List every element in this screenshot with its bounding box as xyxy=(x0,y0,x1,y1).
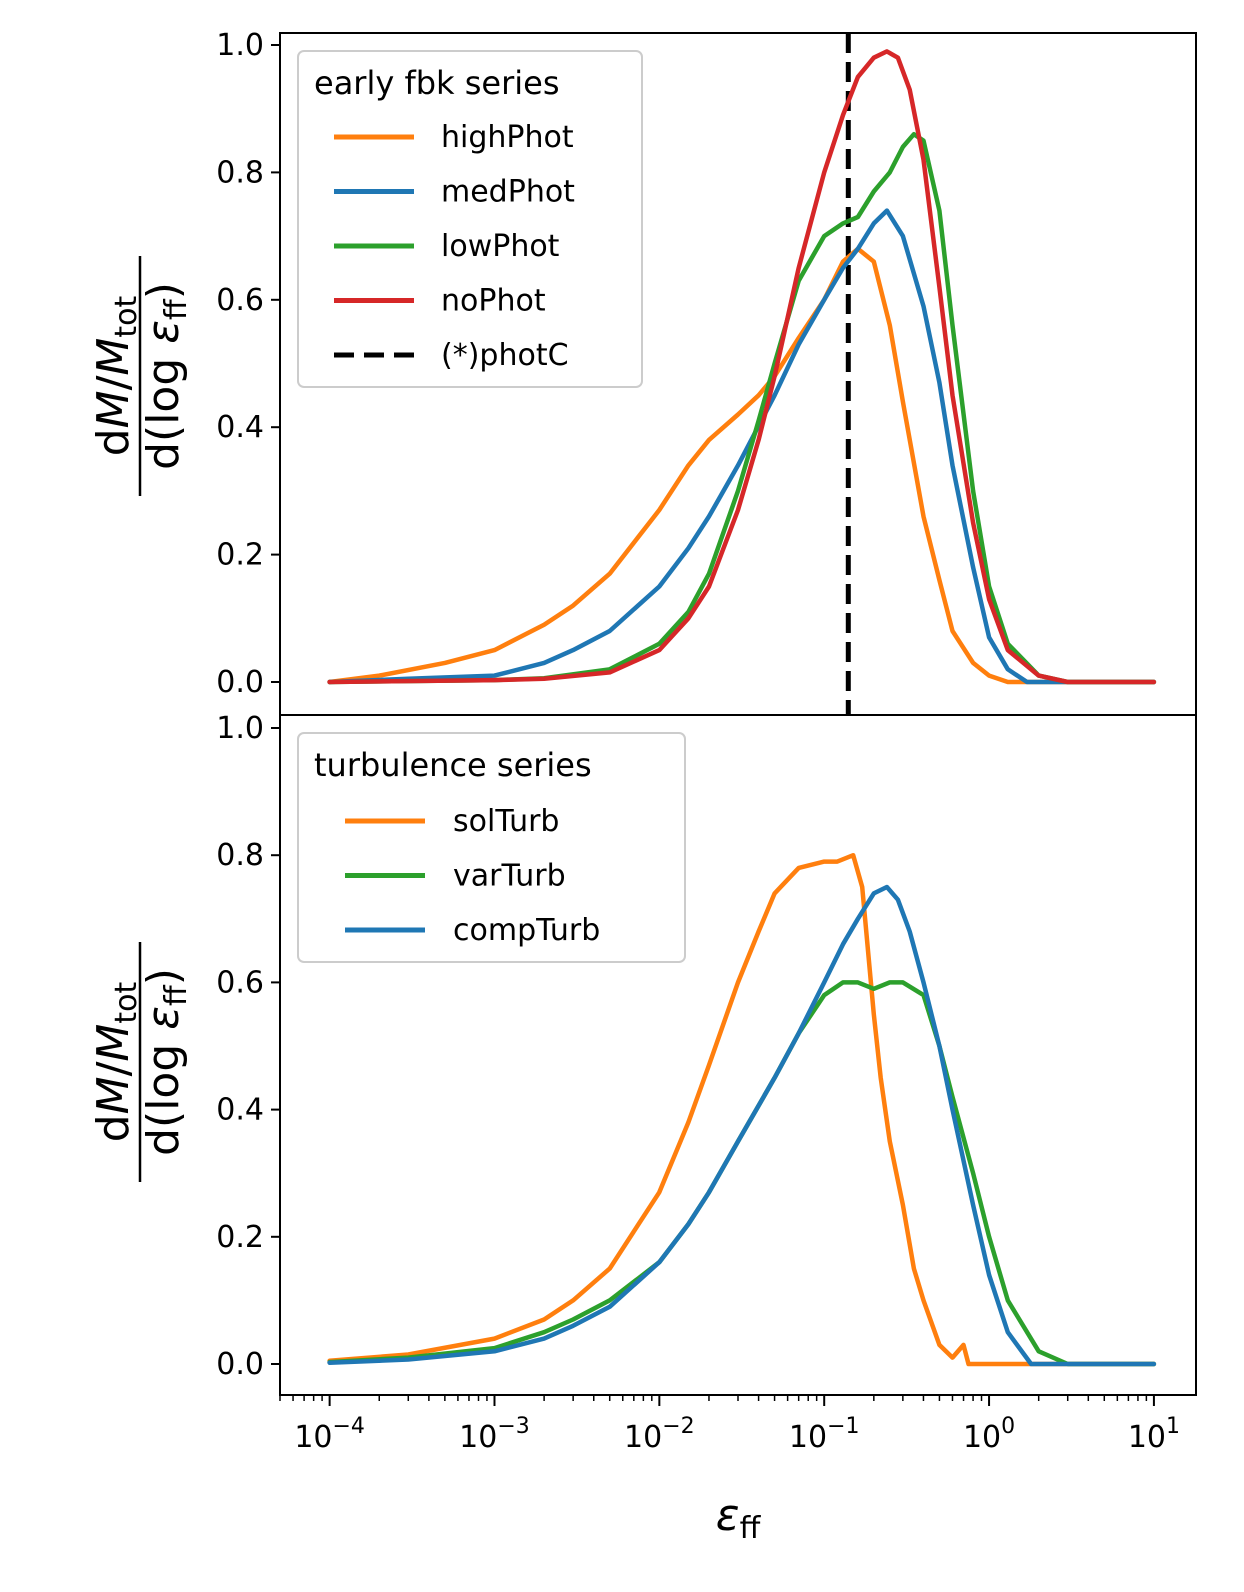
series-line-compTurb xyxy=(327,884,1157,1367)
y-tick-label: 0.2 xyxy=(216,538,264,573)
y-tick-label: 0.8 xyxy=(216,838,264,873)
top-ylabel-numerator: dM/Mtot xyxy=(88,295,144,456)
top-panel: 0.0 0.2 0.4 0.6 0.8 1.0 early fbk series high… xyxy=(88,28,1197,716)
legend-label-lowPhot: lowPhot xyxy=(441,229,560,264)
top-legend-items: highPhot medPhot lowPhot noPhot (*)photC xyxy=(334,120,575,373)
legend-label-highPhot: highPhot xyxy=(441,120,574,155)
bottom-legend-box xyxy=(297,732,686,963)
series-line-noPhot xyxy=(327,49,1157,685)
top-y-ticks: 0.0 0.2 0.4 0.6 0.8 1.0 xyxy=(216,28,280,700)
series-line-varTurb xyxy=(327,980,1157,1367)
bottom-legend-items: solTurb varTurb compTurb xyxy=(345,804,600,948)
y-tick-label: 0.2 xyxy=(216,1220,264,1255)
bottom-series-lines xyxy=(327,852,1157,1367)
bottom-legend-title: turbulence series xyxy=(314,746,592,784)
y-tick-label: 0.6 xyxy=(216,965,264,1000)
x-tick-label: 10−4 xyxy=(294,1414,365,1455)
x-axis-label: εff xyxy=(716,1490,762,1546)
legend-label-compTurb: compTurb xyxy=(453,913,600,948)
series-line-medPhot xyxy=(327,208,1157,685)
series-line-solTurb xyxy=(327,852,1157,1367)
legend-label-solTurb: solTurb xyxy=(453,804,559,839)
y-tick-label: 0.4 xyxy=(216,1093,264,1128)
top-y-axis-label: dM/Mtot d(log εff) xyxy=(88,256,194,496)
y-tick-label: 0.4 xyxy=(216,410,264,445)
x-tick-label: 10−1 xyxy=(789,1414,860,1455)
legend-label-noPhot: noPhot xyxy=(441,284,546,319)
y-tick-label: 0.6 xyxy=(216,283,264,318)
y-tick-label: 1.0 xyxy=(216,28,264,63)
y-tick-label: 1.0 xyxy=(216,711,264,746)
bottom-y-axis-label: dM/Mtot d(log εff) xyxy=(88,942,194,1182)
y-tick-label: 0.8 xyxy=(216,155,264,190)
bottom-ylabel-denominator: d(log εff) xyxy=(138,968,194,1156)
bottom-ylabel-numerator: dM/Mtot xyxy=(88,981,144,1142)
bottom-x-ticks: 10−4 10−3 10−2 10−1 100 101 xyxy=(279,1395,1180,1455)
legend-label-varTurb: varTurb xyxy=(453,859,566,894)
top-legend: early fbk series highPhot medPhot lowPhot n… xyxy=(297,50,643,388)
x-tick-label: 101 xyxy=(1128,1414,1180,1455)
x-tick-label: 10−3 xyxy=(459,1414,530,1455)
y-tick-label: 0.0 xyxy=(216,665,264,700)
legend-label-(*)photC: (*)photC xyxy=(441,338,569,373)
x-tick-label: 100 xyxy=(963,1414,1015,1455)
bottom-legend: turbulence series solTurb varTurb compTurb xyxy=(297,732,686,963)
series-line-lowPhot xyxy=(327,131,1157,685)
legend-label-medPhot: medPhot xyxy=(441,175,575,210)
y-tick-label: 0.0 xyxy=(216,1347,264,1382)
bottom-panel: 0.00.20.40.60.81.0 10−4 10−3 10−2 10−1 100 10… xyxy=(88,711,1197,1546)
x-tick-label: 10−2 xyxy=(624,1414,695,1455)
top-series-lines xyxy=(327,49,1157,685)
top-legend-title: early fbk series xyxy=(314,64,560,102)
bottom-y-ticks: 0.0 0.2 0.4 0.6 0.8 1.0 xyxy=(216,711,280,1382)
top-ylabel-denominator: d(log εff) xyxy=(138,282,194,470)
